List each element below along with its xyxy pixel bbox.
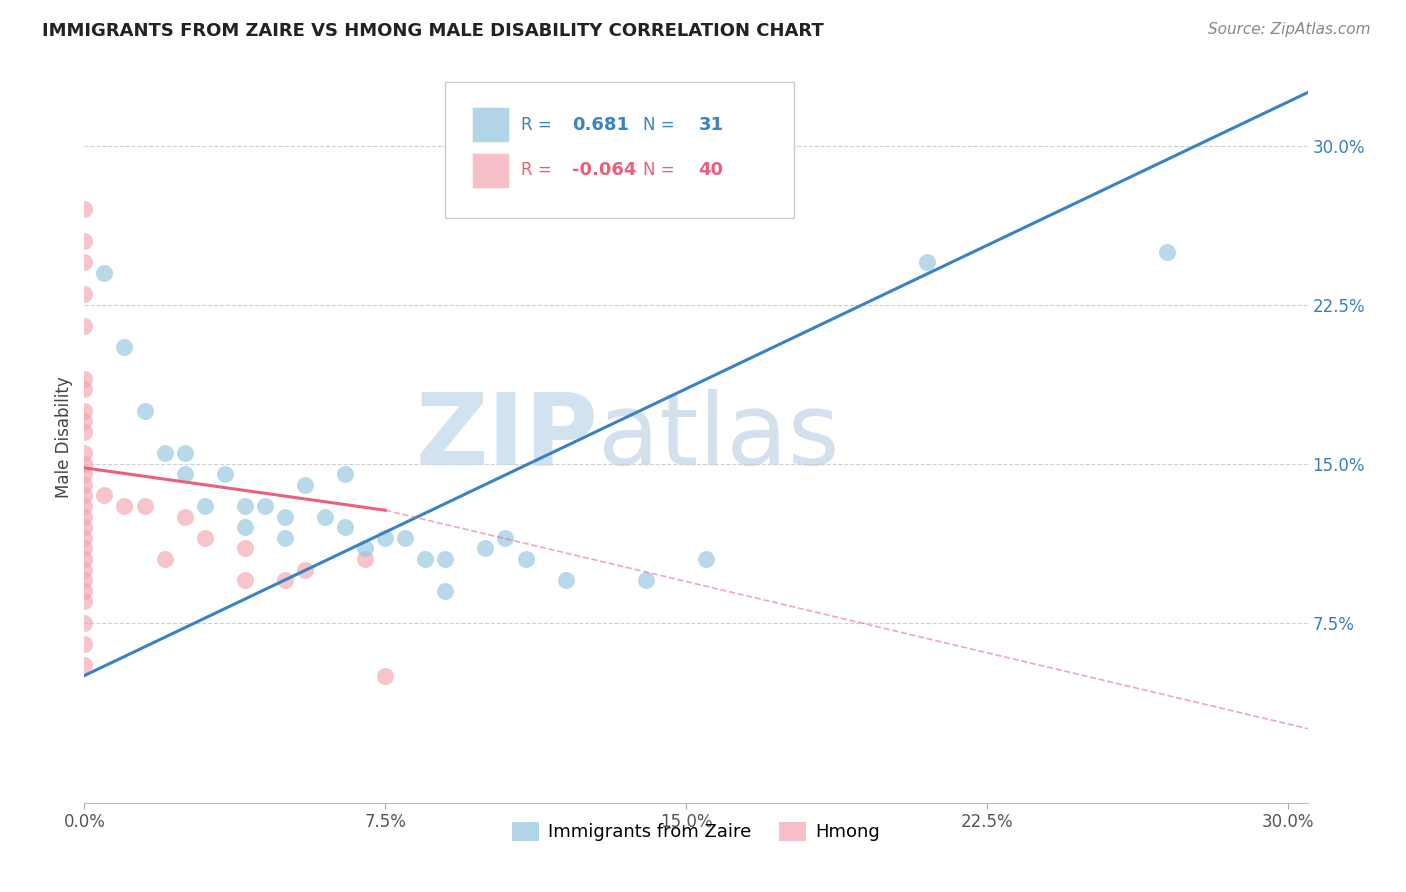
Point [294, 563, 316, 577]
Point [294, 477, 316, 491]
Point [93, 488, 115, 502]
Point [374, 531, 396, 545]
Point [173, 509, 195, 524]
Text: atlas: atlas [598, 389, 839, 485]
Text: R =: R = [522, 161, 557, 179]
Point [73, 520, 96, 534]
Point [93, 266, 115, 280]
Point [173, 467, 195, 482]
Point [73, 202, 96, 216]
Point [73, 383, 96, 397]
Point [73, 414, 96, 428]
Point [194, 499, 217, 513]
Point [474, 541, 496, 556]
Text: IMMIGRANTS FROM ZAIRE VS HMONG MALE DISABILITY CORRELATION CHART: IMMIGRANTS FROM ZAIRE VS HMONG MALE DISA… [42, 22, 824, 40]
Point [73, 446, 96, 460]
FancyBboxPatch shape [472, 107, 509, 143]
Point [73, 488, 96, 502]
Point [73, 531, 96, 545]
Point [253, 499, 276, 513]
Point [73, 583, 96, 598]
Text: 0.681: 0.681 [572, 116, 630, 134]
Point [233, 520, 256, 534]
Text: ZIP: ZIP [415, 389, 598, 485]
Point [153, 446, 176, 460]
Point [73, 594, 96, 608]
Point [73, 255, 96, 269]
Point [314, 509, 336, 524]
Point [495, 531, 517, 545]
Point [73, 509, 96, 524]
Point [134, 403, 156, 417]
Point [73, 499, 96, 513]
Point [274, 531, 297, 545]
Point [233, 541, 256, 556]
Point [354, 541, 377, 556]
Point [915, 255, 938, 269]
Point [73, 318, 96, 333]
Point [114, 340, 136, 354]
Point [1156, 244, 1178, 259]
Point [374, 668, 396, 682]
Point [333, 467, 356, 482]
Point [333, 520, 356, 534]
Point [73, 615, 96, 630]
Text: -0.064: -0.064 [572, 161, 637, 179]
FancyBboxPatch shape [472, 153, 509, 187]
Point [114, 499, 136, 513]
Point [73, 637, 96, 651]
Text: Source: ZipAtlas.com: Source: ZipAtlas.com [1208, 22, 1371, 37]
Point [354, 552, 377, 566]
Point [194, 531, 217, 545]
Point [413, 552, 436, 566]
Point [634, 573, 657, 587]
Point [153, 552, 176, 566]
Point [394, 531, 416, 545]
Point [73, 372, 96, 386]
Point [695, 552, 717, 566]
Point [73, 234, 96, 248]
Point [73, 541, 96, 556]
Point [73, 403, 96, 417]
Point [134, 499, 156, 513]
Point [173, 446, 195, 460]
Point [233, 573, 256, 587]
Point [274, 573, 297, 587]
Y-axis label: Male Disability: Male Disability [55, 376, 73, 498]
Point [434, 552, 457, 566]
Point [73, 563, 96, 577]
Point [274, 509, 297, 524]
Point [233, 499, 256, 513]
Text: 40: 40 [699, 161, 724, 179]
Text: N =: N = [644, 161, 681, 179]
Point [73, 552, 96, 566]
Text: 31: 31 [699, 116, 724, 134]
Legend: Immigrants from Zaire, Hmong: Immigrants from Zaire, Hmong [505, 814, 887, 848]
Point [73, 573, 96, 587]
Point [73, 467, 96, 482]
Point [214, 467, 236, 482]
Point [73, 658, 96, 673]
Point [73, 477, 96, 491]
Point [554, 573, 576, 587]
Text: N =: N = [644, 116, 681, 134]
Point [73, 425, 96, 439]
Point [73, 287, 96, 301]
FancyBboxPatch shape [446, 82, 794, 218]
Point [434, 583, 457, 598]
Point [73, 457, 96, 471]
Text: R =: R = [522, 116, 557, 134]
Point [515, 552, 537, 566]
